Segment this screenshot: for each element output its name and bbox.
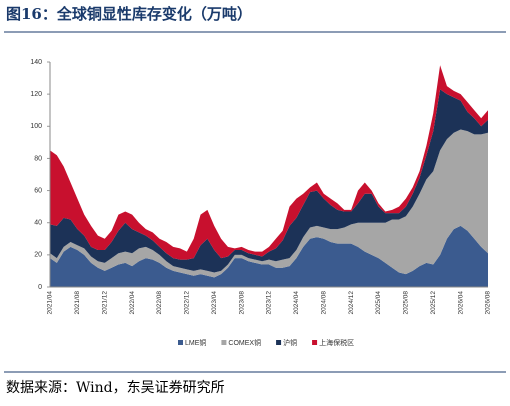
x-tick-label: 2023/12 (266, 291, 273, 315)
area (50, 129, 488, 278)
x-tick-label: 2021/12 (101, 291, 108, 315)
y-tick-label: 120 (30, 91, 42, 98)
y-tick-label: 140 (30, 59, 42, 66)
x-tick-label: 2024/04 (293, 291, 300, 315)
y-tick-label: 40 (34, 220, 42, 227)
x-tick-label: 2022/04 (129, 291, 136, 315)
legend-label: LME铜 (185, 338, 206, 347)
area (50, 89, 488, 273)
y-tick-label: 80 (34, 155, 42, 162)
source: 数据来源：Wind，东吴证券研究所 (6, 380, 225, 396)
legend-label: 上海保税区 (319, 338, 354, 347)
x-tick-label: 2021/08 (74, 291, 81, 315)
x-tick-label: 2022/08 (156, 291, 163, 315)
legend-swatch (276, 340, 282, 345)
legend-label: 沪铜 (283, 338, 297, 347)
y-tick-label: 60 (34, 187, 42, 194)
area (50, 225, 488, 287)
x-tick-label: 2025/12 (430, 291, 437, 315)
x-tick-label: 2026/04 (457, 291, 464, 315)
y-tick-label: 100 (30, 123, 42, 130)
x-tick-label: 2024/08 (320, 291, 327, 315)
legend-label: COMEX铜 (228, 338, 261, 347)
legend-swatch (221, 340, 227, 345)
x-tick-label: 2026/08 (485, 291, 492, 315)
x-tick-label: 2025/08 (403, 291, 410, 315)
x-tick-label: 2023/04 (211, 291, 218, 315)
area (50, 65, 488, 260)
y-tick-label: 0 (38, 284, 42, 291)
y-tick-label: 20 (34, 252, 42, 259)
x-tick-label: 2025/04 (375, 291, 382, 315)
x-tick-label: 2023/08 (238, 291, 245, 315)
legend-swatch (178, 340, 183, 345)
x-tick-label: 2024/12 (348, 291, 355, 315)
x-tick-label: 2021/04 (47, 291, 54, 315)
legend-swatch (312, 340, 318, 345)
chart-title: 图16：全球铜显性库存变化（万吨） (6, 5, 252, 23)
x-tick-label: 2022/12 (184, 291, 191, 315)
